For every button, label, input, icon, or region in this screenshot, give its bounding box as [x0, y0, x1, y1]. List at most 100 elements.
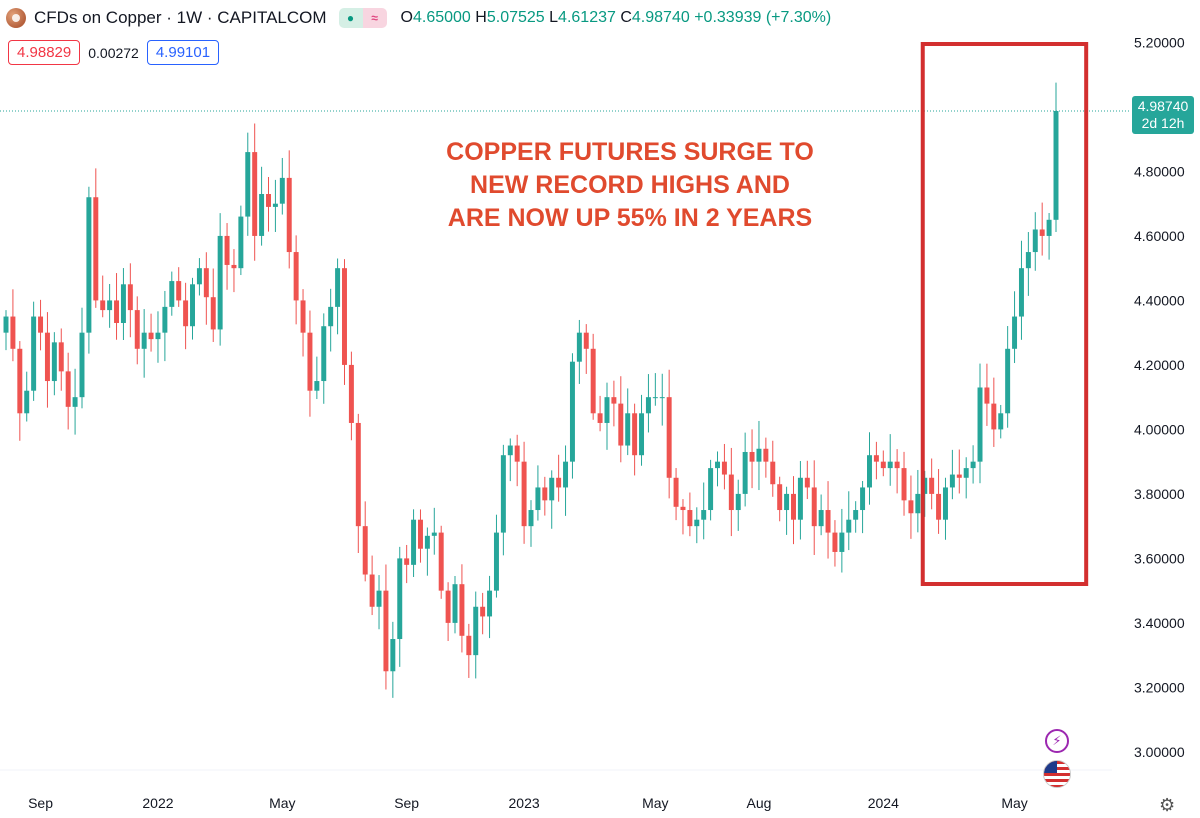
candle-body: [266, 194, 271, 207]
candle: [597, 395, 603, 432]
candle-body: [569, 361, 575, 462]
high-key: H: [475, 9, 487, 26]
candle-body: [956, 474, 962, 478]
candle-body: [784, 493, 790, 511]
candle-body: [804, 477, 810, 488]
candle: [417, 509, 423, 563]
x-axis[interactable]: Sep 2022 May Sep 2023 May Aug 2024 May: [28, 795, 1028, 811]
candle-body: [272, 203, 278, 207]
candle-body: [687, 510, 693, 527]
candle: [687, 492, 693, 537]
change-value: +0.33939 (+7.30%): [694, 9, 832, 26]
candle: [998, 404, 1004, 439]
candle-body: [721, 461, 727, 475]
candle-body: [438, 532, 444, 591]
candle: [666, 369, 672, 499]
candle: [114, 273, 120, 340]
candle-body: [307, 332, 313, 391]
gear-icon[interactable]: ⚙: [1159, 795, 1176, 815]
candle-body: [666, 397, 672, 478]
y-tick-label: 3.40000: [1134, 615, 1185, 631]
candle: [929, 458, 935, 510]
candle: [217, 213, 223, 346]
candle-body: [811, 487, 817, 527]
candle-body: [998, 413, 1004, 430]
candle: [583, 324, 589, 374]
candle-body: [79, 332, 85, 398]
status-pill[interactable]: ● ≈: [338, 8, 387, 28]
candle-body: [459, 584, 465, 636]
candle: [500, 444, 506, 556]
candle-body: [701, 510, 707, 520]
candle-body: [31, 316, 37, 391]
wave-icon: ≈: [362, 8, 387, 28]
candle: [10, 289, 16, 362]
candle: [362, 501, 368, 582]
candle: [51, 332, 57, 396]
candle-body: [24, 390, 30, 414]
y-tick-label: 3.60000: [1134, 550, 1185, 566]
symbol-title[interactable]: CFDs on Copper · 1W · CAPITALCOM: [34, 8, 327, 27]
candle-body: [777, 484, 783, 511]
candle: [867, 432, 872, 505]
candle-body: [10, 316, 16, 349]
candle: [459, 564, 465, 653]
candle: [148, 313, 154, 352]
candle: [936, 469, 942, 534]
candle-body: [176, 281, 182, 301]
y-axis[interactable]: 5.20000 4.80000 4.60000 4.40000 4.20000 4.000…: [1134, 34, 1185, 759]
candle: [535, 465, 541, 521]
candle: [17, 341, 23, 441]
candle: [411, 509, 417, 577]
candle-body: [825, 510, 831, 533]
candle-body: [659, 397, 665, 399]
candle-body: [279, 177, 285, 204]
candle-body: [908, 500, 914, 514]
us-flag-icon[interactable]: [1043, 760, 1071, 788]
candle: [949, 449, 955, 500]
bolt-icon[interactable]: ⚡: [1045, 729, 1069, 753]
candle-body: [58, 342, 64, 372]
trade-row: 4.98829 0.00272 4.99101: [8, 40, 220, 65]
candle-body: [728, 474, 734, 511]
candle-body: [466, 635, 472, 656]
candle-body: [44, 332, 50, 382]
sell-price-button[interactable]: 4.98829: [8, 40, 81, 65]
candle-body: [134, 310, 140, 349]
candle-body: [86, 197, 92, 333]
y-tick-label: 3.20000: [1134, 679, 1185, 695]
candle-body: [528, 510, 534, 527]
x-tick-label: May: [642, 795, 668, 811]
candle: [590, 333, 596, 420]
candle: [355, 413, 361, 554]
y-tick-label: 4.80000: [1134, 163, 1185, 179]
candle-body: [694, 519, 700, 527]
buy-price-button[interactable]: 4.99101: [146, 40, 220, 65]
x-tick-label: 2023: [509, 795, 540, 811]
candle: [770, 440, 776, 497]
close-value: 4.98740: [631, 9, 690, 26]
candle-body: [507, 445, 513, 456]
x-tick-label: 2024: [868, 795, 899, 811]
candle-body: [673, 477, 679, 507]
candle: [86, 186, 92, 354]
candle: [673, 468, 679, 521]
candle-body: [942, 487, 948, 520]
candle-body: [770, 461, 776, 485]
candle-body: [832, 532, 838, 552]
candle-body: [431, 532, 437, 536]
candle: [321, 313, 327, 404]
candle: [266, 176, 271, 232]
candle: [659, 373, 665, 426]
candle: [466, 623, 472, 678]
candle-body: [196, 268, 202, 285]
candle: [107, 284, 113, 328]
x-tick-label: May: [269, 795, 295, 811]
candle: [493, 514, 499, 598]
candle-body: [17, 348, 23, 414]
candle-body: [238, 216, 244, 269]
candle-body: [756, 448, 762, 462]
candle-body: [563, 461, 569, 488]
candle-body: [376, 590, 382, 607]
